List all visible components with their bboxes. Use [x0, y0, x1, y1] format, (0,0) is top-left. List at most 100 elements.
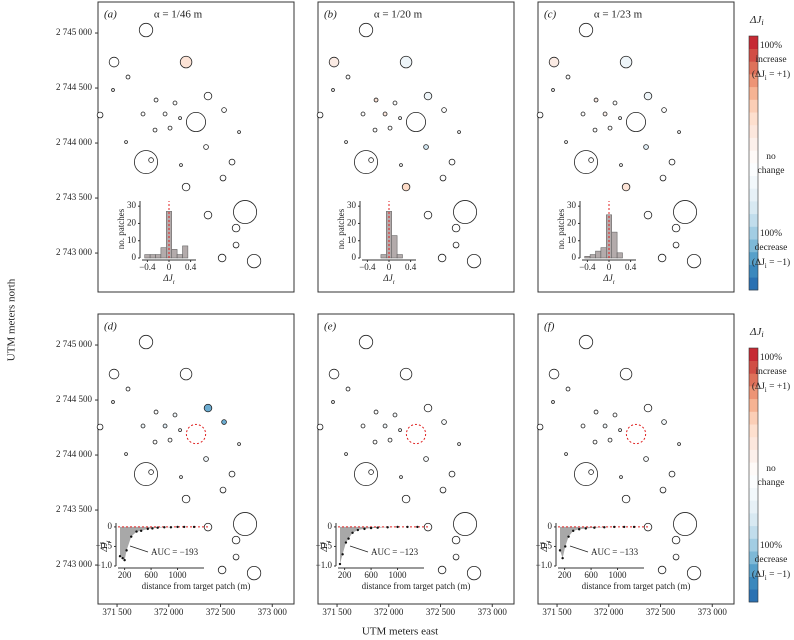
patch	[246, 565, 262, 581]
decay-point	[192, 525, 196, 529]
hist-x-tick-label: −0.4	[359, 262, 376, 272]
text-part: i	[613, 279, 615, 286]
decay-y-tick-label: −0.5	[96, 541, 113, 551]
panel-frame	[97, 313, 295, 605]
colorbar-frame	[748, 35, 759, 291]
patch	[565, 74, 571, 80]
hist-bar	[171, 249, 178, 259]
patch	[548, 56, 560, 68]
decay-point	[135, 530, 138, 533]
hist-bar	[396, 254, 403, 259]
patch	[453, 512, 478, 537]
patch	[162, 111, 168, 117]
patch	[457, 130, 461, 134]
patch	[588, 469, 594, 475]
colorbar-label: 100%	[760, 229, 782, 239]
hist-y-label: no. patches	[556, 208, 566, 249]
patch	[439, 486, 447, 494]
hist-x-tick-label: 0	[387, 262, 392, 272]
x-tick-label: 372 000	[374, 607, 404, 617]
hist-bar	[160, 247, 167, 259]
x-tick-label: 373 000	[478, 607, 508, 617]
decay-area	[339, 526, 418, 565]
colorbar-step	[749, 348, 758, 361]
patch	[441, 419, 447, 425]
decay-point	[182, 525, 186, 529]
patch	[354, 462, 379, 487]
colorbar-label: decrease	[755, 555, 788, 565]
patch	[578, 22, 594, 38]
patch	[618, 428, 622, 432]
y-tick-label: 2 744 500	[56, 82, 93, 92]
hist-y-tick-label: 0	[132, 252, 137, 262]
patch	[124, 140, 128, 144]
patch	[172, 412, 178, 418]
patch	[452, 553, 460, 561]
patch	[643, 456, 649, 462]
x-tick-label: 372 500	[646, 607, 676, 617]
colorbar-label: decrease	[755, 243, 788, 253]
hist-bar	[600, 247, 607, 259]
colorbar-title: ΔJi	[749, 326, 764, 339]
patch	[392, 100, 398, 106]
patch	[401, 494, 411, 504]
decay-point	[622, 525, 626, 529]
y-tick-label: 2 745 000	[56, 27, 93, 37]
decay-point	[396, 525, 399, 529]
text-part: = +1)	[767, 69, 790, 80]
auc-leader	[569, 545, 589, 553]
colorbar-step	[749, 277, 758, 291]
hist-bar	[182, 245, 189, 259]
colorbar-step	[749, 213, 758, 227]
patch	[138, 22, 154, 38]
patch	[231, 535, 241, 545]
patch	[217, 565, 227, 575]
patch	[677, 130, 681, 134]
colorbar-step	[749, 188, 758, 202]
text-part: (ΔJ	[752, 69, 765, 80]
decay-point	[558, 549, 562, 552]
colorbar-label: no	[766, 464, 776, 474]
hist-bar	[616, 252, 623, 259]
colorbar-step	[749, 475, 758, 488]
patch	[659, 486, 667, 494]
colorbar-step	[749, 589, 758, 603]
x-tick-label: 371 500	[542, 607, 572, 617]
hist-bar	[144, 254, 151, 259]
patch	[217, 253, 227, 263]
patch	[619, 163, 623, 167]
hist-y-tick-label: 30	[127, 200, 137, 210]
hist-bar	[611, 231, 618, 259]
decay-point	[151, 527, 154, 530]
patch	[358, 334, 374, 350]
patch	[437, 565, 447, 575]
patch	[548, 368, 560, 380]
decay-point	[593, 526, 596, 529]
colorbar-step	[749, 462, 758, 476]
patch	[574, 462, 599, 487]
patch	[448, 158, 456, 166]
decay-x-tick-label: 1000	[389, 570, 408, 580]
text-part: i	[173, 279, 175, 286]
patch	[661, 419, 667, 425]
decay-point	[613, 525, 616, 529]
decay-point	[584, 527, 587, 530]
colorbar-step	[749, 251, 758, 265]
colorbar-step	[749, 175, 758, 189]
hist-bar	[155, 254, 162, 259]
decay-y-tick-label: 0	[108, 521, 113, 531]
hist-y-tick-label: 20	[567, 218, 577, 228]
patch	[399, 475, 403, 479]
hist-y-tick-label: 0	[572, 252, 577, 262]
patch	[612, 100, 618, 106]
colorbar-step	[749, 525, 758, 539]
patch	[387, 437, 393, 443]
colorbar-step	[749, 61, 758, 75]
hist-bar	[584, 256, 591, 259]
decay-point	[163, 526, 166, 529]
patch	[392, 412, 398, 418]
text-part: = +1)	[767, 381, 790, 392]
patch	[399, 163, 403, 167]
panel-frame	[317, 1, 515, 293]
alpha-label: α = 1/23 m	[594, 9, 643, 21]
